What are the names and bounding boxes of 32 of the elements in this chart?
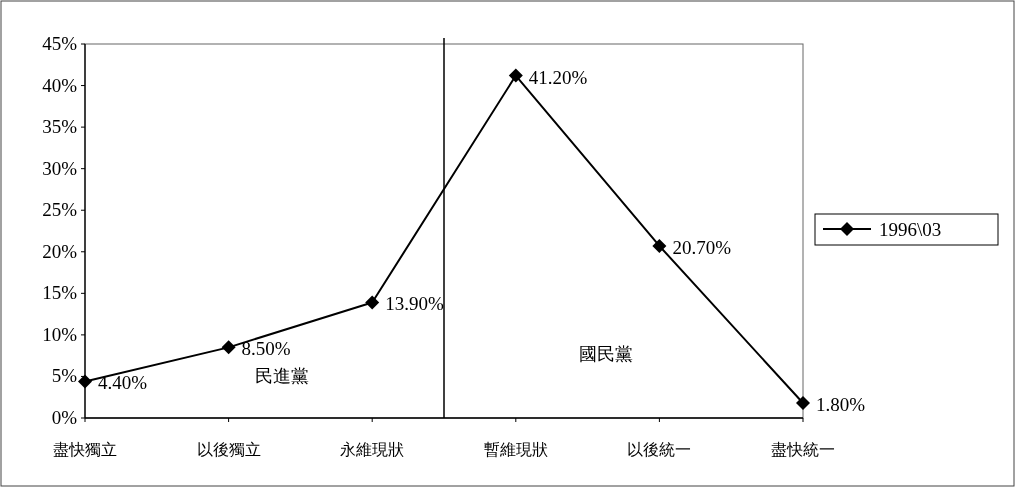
data-label: 13.90% (385, 293, 444, 315)
data-label: 20.70% (672, 236, 732, 258)
data-label: 41.20% (528, 66, 588, 88)
y-tick-label: 35% (42, 116, 78, 138)
x-tick-label: 以後獨立 (196, 441, 261, 458)
point (365, 295, 380, 310)
point (221, 340, 236, 355)
point (78, 374, 92, 389)
x-tick-label: 暫維現狀 (483, 441, 548, 458)
point (796, 396, 810, 411)
point (508, 68, 523, 83)
y-tick-label: 20% (42, 240, 78, 262)
data-label: 8.50% (241, 338, 291, 360)
y-tick-label: 5% (51, 365, 78, 387)
y-tick-label: 0% (51, 407, 78, 428)
x-tick-label: 盡快統一 (771, 441, 835, 458)
data-label: 1.80% (816, 394, 866, 416)
x-tick-label: 永維現狀 (340, 441, 405, 458)
data-label: 4.40% (98, 372, 148, 394)
point (652, 238, 667, 253)
x-tick-label: 盡快獨立 (53, 441, 117, 458)
annotation: 國民黨 (578, 343, 633, 364)
y-tick-label: 45% (42, 33, 78, 54)
y-tick-label: 25% (42, 199, 78, 221)
y-tick-label: 10% (42, 323, 78, 345)
y-tick-label: 30% (42, 157, 78, 179)
legend: 1996\03 (814, 213, 999, 246)
x-tick-label: 以後統一 (627, 441, 692, 458)
y-tick-label: 40% (42, 74, 78, 96)
y-tick-label: 15% (42, 282, 78, 304)
annotation: 民進黨 (255, 366, 310, 387)
legend-label: 1996\03 (879, 219, 942, 240)
